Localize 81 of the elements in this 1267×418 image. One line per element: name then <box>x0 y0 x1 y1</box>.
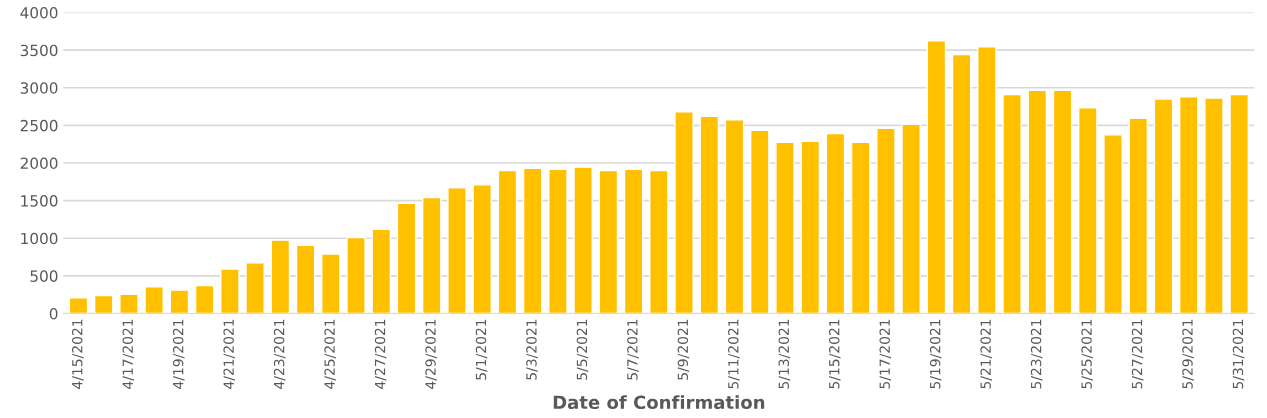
bar <box>623 168 644 314</box>
bar <box>573 166 593 314</box>
bar <box>371 228 392 314</box>
x-tick-label: 5/21/2021 <box>980 319 992 389</box>
y-tick-label: 1000 <box>21 232 58 245</box>
bar <box>977 46 997 314</box>
bar <box>472 184 492 314</box>
x-tick-label: 4/29/2021 <box>425 319 437 389</box>
x-tick-label: 4/19/2021 <box>172 319 185 389</box>
bar <box>1178 96 1199 314</box>
bar <box>1027 89 1048 314</box>
y-tick-label: 4000 <box>20 7 58 19</box>
x-tick-label: 5/17/2021 <box>879 319 892 389</box>
y-tick-label: 3000 <box>20 82 58 94</box>
y-tick-label: 3500 <box>20 44 58 57</box>
bar <box>270 239 291 314</box>
bar <box>497 169 518 314</box>
x-tick-label: 5/23/2021 <box>1030 319 1043 389</box>
bar <box>674 111 694 314</box>
bar <box>245 262 265 314</box>
bar <box>421 196 442 314</box>
x-tick-label: 5/31/2021 <box>1232 319 1245 389</box>
x-tick-label: 5/15/2021 <box>828 319 841 389</box>
bar <box>598 169 619 314</box>
x-tick-label: 5/7/2021 <box>627 319 639 380</box>
bar <box>951 53 972 314</box>
bar <box>649 169 669 314</box>
x-tick-label: 5/5/2021 <box>576 319 589 380</box>
x-tick-label: 5/3/2021 <box>526 319 538 380</box>
x-tick-label: 5/1/2021 <box>475 319 488 380</box>
bar <box>850 141 871 314</box>
bar <box>1128 117 1149 314</box>
bar <box>346 236 366 314</box>
bar <box>447 187 467 314</box>
bar <box>1052 89 1073 314</box>
bar <box>194 284 215 314</box>
bar <box>220 268 240 314</box>
bar <box>144 286 164 314</box>
bar <box>93 294 114 314</box>
x-tick-label: 4/27/2021 <box>374 319 387 389</box>
x-tick-label: 5/27/2021 <box>1131 319 1144 389</box>
x-tick-label: 4/15/2021 <box>72 319 84 389</box>
bar <box>749 129 770 314</box>
bar <box>169 289 190 314</box>
bar <box>1103 134 1123 314</box>
y-tick-label: 2000 <box>20 157 58 170</box>
bar <box>1078 107 1098 314</box>
bar <box>1002 93 1022 314</box>
bar <box>1229 93 1249 314</box>
y-tick-label: 500 <box>30 270 58 282</box>
bar <box>548 168 568 314</box>
bar <box>724 119 745 314</box>
bar <box>876 127 896 314</box>
bar <box>295 244 316 314</box>
x-tick-label: 4/23/2021 <box>273 319 286 389</box>
bar <box>522 167 543 314</box>
bar <box>825 132 846 314</box>
x-tick-label: 4/17/2021 <box>122 319 135 389</box>
bar <box>321 253 341 314</box>
y-tick-label: 2500 <box>20 119 58 132</box>
x-tick-label: 5/13/2021 <box>778 319 791 389</box>
bar <box>901 123 921 314</box>
x-tick-label: 5/11/2021 <box>728 319 740 389</box>
bar <box>1153 98 1174 314</box>
bar <box>775 141 795 314</box>
x-tick-label: 5/25/2021 <box>1081 319 1093 389</box>
x-tick-label: 4/21/2021 <box>223 319 236 389</box>
x-tick-label: 5/19/2021 <box>929 319 942 389</box>
x-axis-title: Date of Confirmation <box>553 395 765 410</box>
y-tick-label: 0 <box>49 307 58 320</box>
x-tick-label: 5/29/2021 <box>1182 319 1194 389</box>
bar <box>800 140 821 314</box>
x-tick-label: 5/9/2021 <box>677 319 690 380</box>
bar <box>396 202 417 314</box>
bar <box>1204 97 1224 314</box>
bar <box>699 115 720 314</box>
bar <box>119 293 139 314</box>
y-tick-label: 1500 <box>21 195 58 207</box>
bar <box>68 297 89 314</box>
bar <box>926 40 947 314</box>
x-tick-label: 4/25/2021 <box>324 319 336 389</box>
